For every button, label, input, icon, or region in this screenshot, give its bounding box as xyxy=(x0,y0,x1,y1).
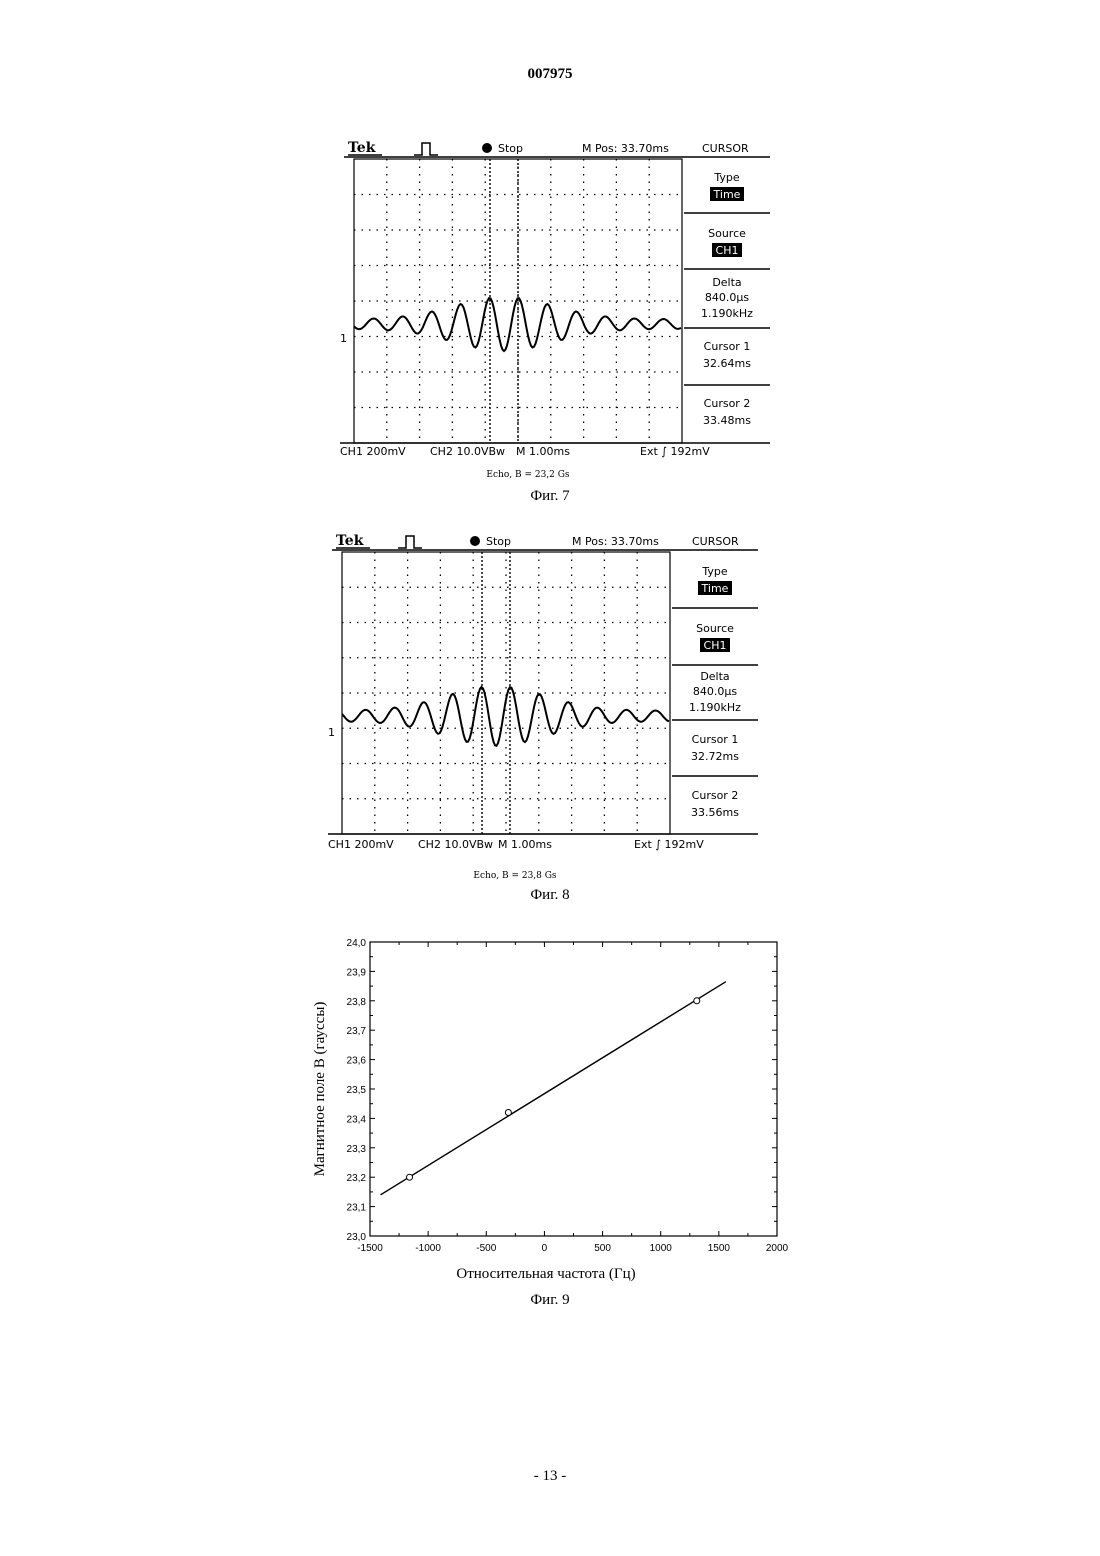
run-state: Stop xyxy=(498,142,523,155)
ch1-ground-marker: 1 xyxy=(340,332,347,345)
chart-marks: -1500 -1000 -500 0 500 1000 1500 2000 23,0 23,1 23… xyxy=(347,938,789,1254)
m-pos: M Pos: 33.70ms xyxy=(582,142,669,155)
y-tick-label: 23,0 xyxy=(347,1232,367,1243)
x-tick-label: 500 xyxy=(594,1243,611,1254)
oscilloscope-fig8: Tek Stop M Pos: 33.70ms CURSOR 1 Type Ti… xyxy=(322,528,782,888)
run-state: Stop xyxy=(486,535,511,548)
stop-indicator-icon xyxy=(470,536,480,546)
menu-type-value: Time xyxy=(713,188,741,201)
y-axis-label: Магнитное поле В (гауссы) xyxy=(312,1002,328,1177)
menu-type-value: Time xyxy=(701,582,729,595)
scope-header: Tek Stop M Pos: 33.70ms CURSOR xyxy=(332,533,758,550)
menu-cursor2-value: 33.48ms xyxy=(703,414,751,427)
menu-source-label: Source xyxy=(708,227,746,240)
menu-title: CURSOR xyxy=(692,535,739,548)
y-tick-label: 23,3 xyxy=(347,1144,367,1155)
data-point xyxy=(505,1110,511,1116)
menu-delta-freq: 1.190kHz xyxy=(701,307,753,320)
y-tick-label: 23,7 xyxy=(347,1026,367,1037)
menu-source-value: CH1 xyxy=(704,639,727,652)
menu-cursor1-label: Cursor 1 xyxy=(692,733,739,746)
figure-8-caption: Фиг. 8 xyxy=(0,887,1100,904)
ch2-scale: CH2 10.0VBw xyxy=(430,445,505,458)
y-tick-label: 23,2 xyxy=(347,1173,367,1184)
scope-header: Tek Stop M Pos: 33.70ms CURSOR xyxy=(344,140,770,157)
scope-brand: Tek xyxy=(336,533,364,549)
x-tick-label: -1000 xyxy=(415,1243,441,1254)
x-axis-label: Относительная частота (Гц) xyxy=(456,1266,635,1282)
menu-source-value: CH1 xyxy=(716,244,739,257)
plot-frame xyxy=(370,942,777,1236)
x-tick-label: -500 xyxy=(476,1243,496,1254)
x-tick-label: -1500 xyxy=(357,1243,383,1254)
menu-delta-value: 840.0µs xyxy=(705,291,749,304)
document-number: 007975 xyxy=(0,66,1100,83)
time-cursors xyxy=(482,552,510,834)
x-tick-label: 1500 xyxy=(708,1243,731,1254)
ch2-scale: CH2 10.0VBw xyxy=(418,838,493,851)
scope-sub-caption: Echo, B = 23,2 Gs xyxy=(486,470,570,480)
figure-7-caption: Фиг. 7 xyxy=(0,488,1100,505)
ch1-scale: CH1 200mV xyxy=(328,838,394,851)
data-point xyxy=(694,998,700,1004)
menu-cursor1-value: 32.72ms xyxy=(691,750,739,763)
y-tick-label: 23,9 xyxy=(347,967,367,978)
cursor-menu: Type Time Source CH1 Delta 840.0µs 1.190… xyxy=(672,565,758,819)
menu-type-label: Type xyxy=(713,171,739,184)
menu-delta-freq: 1.190kHz xyxy=(689,701,741,714)
menu-delta-label: Delta xyxy=(700,670,729,683)
scope-footer: CH1 200mV CH2 10.0VBw M 1.00ms Ext ∫ 192… xyxy=(328,834,758,881)
figure-9-chart: -1500 -1000 -500 0 500 1000 1500 2000 23,0 23,1 23… xyxy=(300,930,800,1290)
y-tick-label: 23,4 xyxy=(347,1114,367,1125)
cursor-menu: Type Time Source CH1 Delta 840.0µs 1.190… xyxy=(684,171,770,427)
scope-grid xyxy=(342,552,670,834)
scope-footer: CH1 200mV CH2 10.0VBw M 1.00ms Ext ∫ 192… xyxy=(340,443,770,480)
trigger-pulse-icon xyxy=(398,536,422,548)
page-number: - 13 - xyxy=(0,1468,1100,1485)
data-point xyxy=(407,1174,413,1180)
scope-brand: Tek xyxy=(348,140,376,156)
y-tick-label: 23,1 xyxy=(347,1203,367,1214)
fit-line xyxy=(380,982,725,1195)
x-tick-label: 0 xyxy=(542,1243,548,1254)
menu-cursor1-value: 32.64ms xyxy=(703,357,751,370)
menu-cursor2-label: Cursor 2 xyxy=(692,789,739,802)
time-scale: M 1.00ms xyxy=(498,838,552,851)
stop-indicator-icon xyxy=(482,143,492,153)
y-tick-label: 24,0 xyxy=(347,938,367,949)
y-tick-label: 23,6 xyxy=(347,1056,367,1067)
menu-source-label: Source xyxy=(696,622,734,635)
menu-cursor2-label: Cursor 2 xyxy=(704,397,751,410)
scope-sub-caption: Echo, B = 23,8 Gs xyxy=(473,871,557,881)
m-pos: M Pos: 33.70ms xyxy=(572,535,659,548)
x-tick-label: 2000 xyxy=(766,1243,789,1254)
time-scale: M 1.00ms xyxy=(516,445,570,458)
ch1-scale: CH1 200mV xyxy=(340,445,406,458)
x-tick-label: 1000 xyxy=(650,1243,673,1254)
menu-delta-label: Delta xyxy=(712,276,741,289)
menu-cursor1-label: Cursor 1 xyxy=(704,340,751,353)
menu-type-label: Type xyxy=(701,565,727,578)
y-tick-label: 23,5 xyxy=(347,1085,367,1096)
trigger-level: Ext ∫ 192mV xyxy=(634,838,704,851)
ch1-ground-marker: 1 xyxy=(328,726,335,739)
y-tick-label: 23,8 xyxy=(347,997,367,1008)
figure-9-caption: Фиг. 9 xyxy=(0,1292,1100,1309)
menu-title: CURSOR xyxy=(702,142,749,155)
menu-cursor2-value: 33.56ms xyxy=(691,806,739,819)
menu-delta-value: 840.0µs xyxy=(693,685,737,698)
trigger-level: Ext ∫ 192mV xyxy=(640,445,710,458)
trigger-pulse-icon xyxy=(414,143,438,155)
oscilloscope-fig7: Tek Stop M Pos: 33.70ms CURSOR 1 Type Ti… xyxy=(330,135,790,485)
